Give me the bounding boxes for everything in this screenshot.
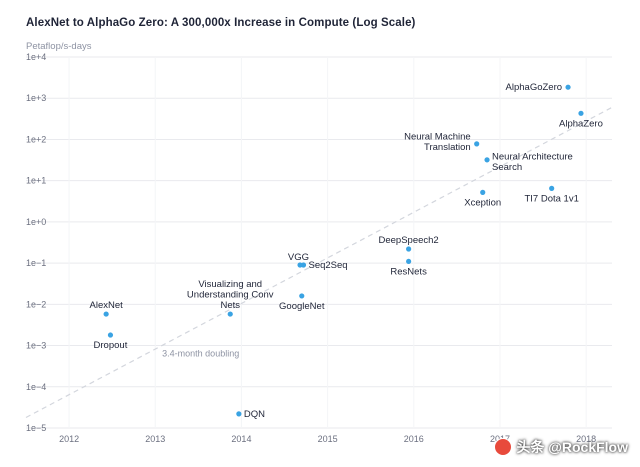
y-tick-label: 1e−5 [26,423,46,433]
data-point-label: AlphaZero [559,118,603,129]
y-tick-label: 1e−3 [26,341,46,351]
x-tick-label: 2015 [318,434,338,444]
data-point [107,332,114,338]
trend-annotation: 3.4-month doubling [162,348,239,358]
data-point [300,262,307,268]
y-tick-label: 1e+4 [26,52,46,62]
data-point-label: Neural Machine [404,132,471,143]
x-tick-label: 2012 [59,434,79,444]
data-point [406,258,412,265]
data-point [474,141,480,147]
data-point [578,110,584,116]
data-point [480,189,486,195]
x-tick-label: 2016 [404,434,424,444]
trend-line [25,106,613,419]
data-point-label: GoogleNet [279,301,325,312]
data-point-label: DQN [244,409,265,420]
y-tick-label: 1e+1 [26,176,46,186]
y-tick-label: 1e−1 [26,258,46,268]
data-point-label: AlexNet [90,300,124,311]
data-point-label: Xception [464,197,501,208]
watermark: 头条 @RockFlow [494,437,628,457]
data-point [236,411,242,417]
y-tick-label: 1e+2 [26,134,46,144]
data-point-label: Dropout [94,340,128,351]
data-point-label: Translation [424,142,471,153]
chart-title: AlexNet to AlphaGo Zero: A 300,000x Incr… [26,17,416,29]
data-point-label: VGG [288,252,309,263]
data-point-label: AlphaGoZero [506,82,563,93]
data-point-label: Visualizing and [198,279,262,290]
y-tick-label: 1e+3 [26,93,46,103]
data-point [565,84,571,90]
data-point [406,246,412,252]
data-point-label: Nets [220,300,240,311]
watermark-text: 头条 @RockFlow [516,439,628,455]
data-point [227,311,233,317]
data-point [299,293,305,299]
data-point-label: Neural Architecture [492,152,573,163]
data-point [549,185,555,191]
y-tick-label: 1e−2 [26,299,46,309]
x-tick-label: 2018 [576,434,596,444]
data-point [103,311,109,317]
data-point-label: TI7 Dota 1v1 [524,193,578,204]
data-point-label: Understanding Conv [187,290,274,301]
data-point-label: Seq2Seq [308,260,347,271]
y-tick-label: 1e−4 [26,382,46,392]
toutiao-logo-icon [494,438,513,456]
data-point-label: ResNets [390,266,427,277]
data-point [484,157,490,163]
y-tick-label: 1e+0 [26,217,46,227]
y-axis-label: Petaflop/s-days [26,41,92,52]
data-point-label: DeepSpeech2 [379,235,439,246]
x-tick-label: 2013 [145,434,165,444]
x-tick-label: 2014 [231,434,251,444]
data-point-label: Search [492,162,522,173]
